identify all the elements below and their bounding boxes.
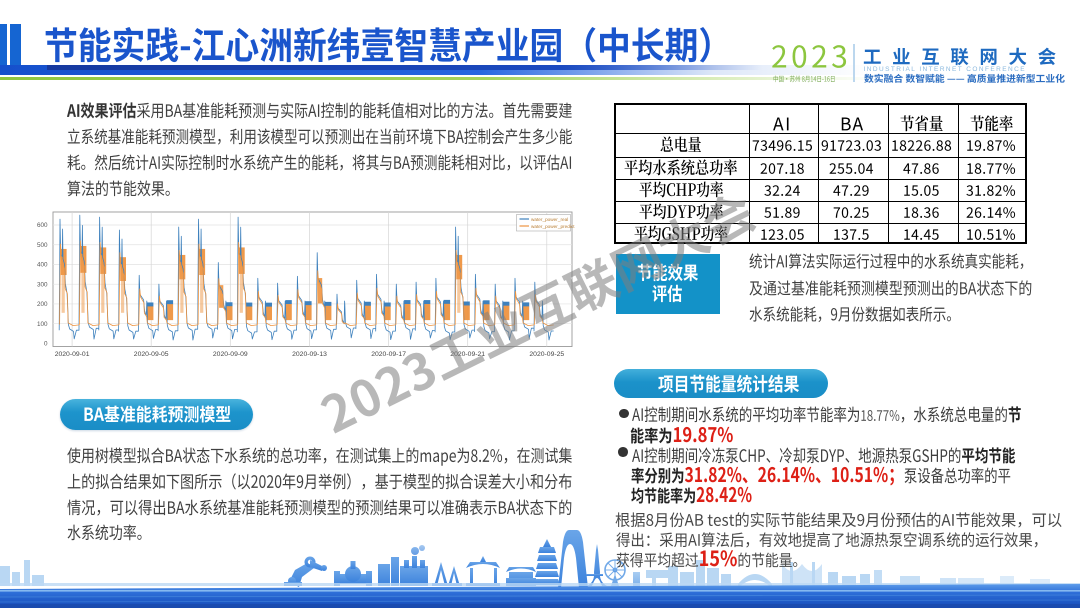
svg-text:0: 0 bbox=[44, 341, 48, 348]
svg-text:2020-09-01: 2020-09-01 bbox=[55, 351, 90, 358]
svg-text:water_power_predict: water_power_predict bbox=[531, 224, 575, 229]
svg-text:2020-09-25: 2020-09-25 bbox=[529, 351, 564, 358]
svg-text:water_power_real: water_power_real bbox=[531, 217, 568, 222]
svg-text:300: 300 bbox=[37, 281, 48, 288]
svg-text:2020-09-21: 2020-09-21 bbox=[450, 351, 485, 358]
svg-text:100: 100 bbox=[37, 321, 48, 328]
svg-text:2020-09-17: 2020-09-17 bbox=[371, 351, 406, 358]
svg-text:2020-09-09: 2020-09-09 bbox=[213, 351, 248, 358]
svg-text:2020-09-13: 2020-09-13 bbox=[292, 351, 327, 358]
svg-text:400: 400 bbox=[37, 262, 48, 269]
svg-text:600: 600 bbox=[37, 222, 48, 229]
svg-text:200: 200 bbox=[37, 301, 48, 308]
svg-text:500: 500 bbox=[37, 242, 48, 249]
svg-text:2020-09-05: 2020-09-05 bbox=[134, 351, 169, 358]
